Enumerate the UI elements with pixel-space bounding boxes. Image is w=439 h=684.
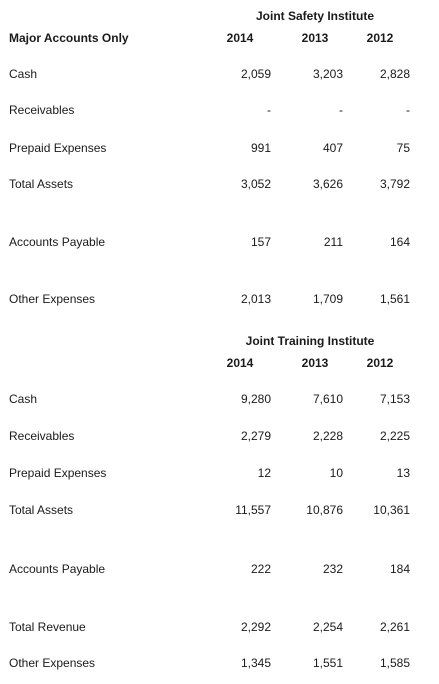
year-header: 2013 <box>301 31 329 45</box>
institute-title: Joint Safety Institute <box>255 9 374 23</box>
cell-value: 10,876 <box>306 503 343 517</box>
year-header: 2014 <box>226 31 254 45</box>
institute-title: Joint Training Institute <box>245 334 375 348</box>
row-label: Receivables <box>9 103 75 117</box>
cell-value: 2,225 <box>379 429 410 443</box>
year-header: 2014 <box>226 356 254 370</box>
cell-value: 10 <box>329 466 343 480</box>
cell-value: 1,561 <box>379 292 410 306</box>
cell-value: 3,792 <box>379 177 410 191</box>
year-header: 2012 <box>366 356 394 370</box>
cell-value: - <box>267 103 271 117</box>
year-header: 2013 <box>301 356 329 370</box>
cell-value: 2,292 <box>240 620 271 634</box>
cell-value: 2,013 <box>240 292 271 306</box>
cell-value: 157 <box>250 235 271 249</box>
cell-value: 2,261 <box>379 620 410 634</box>
cell-value: 7,153 <box>379 392 410 406</box>
cell-value: 3,203 <box>312 67 343 81</box>
cell-value: - <box>406 103 410 117</box>
cell-value: 991 <box>250 141 271 155</box>
cell-value: 3,626 <box>312 177 343 191</box>
cell-value: 184 <box>389 562 410 576</box>
cell-value: 10,361 <box>373 503 410 517</box>
cell-value: 75 <box>396 141 410 155</box>
row-label: Prepaid Expenses <box>9 466 107 480</box>
cell-value: 11,557 <box>235 503 271 517</box>
cell-value: - <box>339 103 343 117</box>
row-label: Cash <box>9 67 38 81</box>
cell-value: 1,345 <box>240 656 271 670</box>
cell-value: 2,828 <box>379 67 410 81</box>
cell-value: 2,254 <box>312 620 343 634</box>
cell-value: 3,052 <box>240 177 271 191</box>
cell-value: 232 <box>322 562 343 576</box>
cell-value: 9,280 <box>240 392 271 406</box>
cell-value: 1,585 <box>379 656 410 670</box>
cell-value: 2,279 <box>240 429 271 443</box>
cell-value: 13 <box>396 466 410 480</box>
cell-value: 164 <box>389 235 410 249</box>
section-label: Major Accounts Only <box>9 31 129 45</box>
row-label: Receivables <box>9 429 75 443</box>
cell-value: 1,551 <box>312 656 343 670</box>
row-label: Accounts Payable <box>9 562 106 576</box>
cell-value: 407 <box>322 141 343 155</box>
row-label: Total Revenue <box>9 620 86 634</box>
row-label: Total Assets <box>9 503 74 517</box>
cell-value: 7,610 <box>312 392 343 406</box>
cell-value: 1,709 <box>312 292 343 306</box>
cell-value: 2,059 <box>240 67 271 81</box>
row-label: Accounts Payable <box>9 235 106 249</box>
cell-value: 2,228 <box>312 429 343 443</box>
row-label: Other Expenses <box>9 292 96 306</box>
cell-value: 12 <box>257 466 271 480</box>
row-label: Other Expenses <box>9 656 96 670</box>
cell-value: 222 <box>250 562 271 576</box>
row-label: Total Assets <box>9 177 74 191</box>
row-label: Cash <box>9 392 38 406</box>
cell-value: 211 <box>323 235 343 249</box>
row-label: Prepaid Expenses <box>9 141 107 155</box>
year-header: 2012 <box>366 31 394 45</box>
